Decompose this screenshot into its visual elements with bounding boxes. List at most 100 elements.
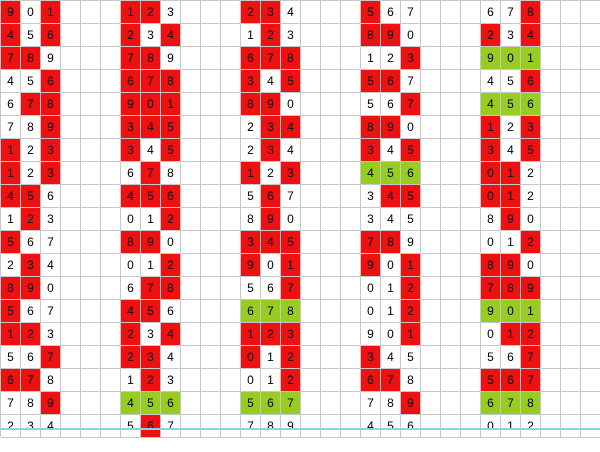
digit-cell: 7 [261, 300, 281, 323]
empty-cell [201, 369, 221, 392]
digit-cell: 1 [241, 323, 261, 346]
empty-cell [321, 208, 341, 231]
digit-cell: 0 [381, 323, 401, 346]
empty-cell [421, 47, 441, 70]
empty-cell [341, 231, 361, 254]
empty-cell [321, 47, 341, 70]
empty-cell [561, 93, 581, 116]
empty-cell [321, 162, 341, 185]
digit-cell: 6 [1, 93, 21, 116]
empty-cell [421, 24, 441, 47]
digit-cell: 3 [41, 323, 61, 346]
digit-cell: 9 [501, 254, 521, 277]
digit-cell: 6 [161, 185, 181, 208]
digit-cell: 3 [281, 24, 301, 47]
empty-cell [221, 24, 241, 47]
digit-cell: 6 [41, 185, 61, 208]
digit-cell: 4 [141, 116, 161, 139]
digit-cell: 4 [261, 70, 281, 93]
digit-cell: 4 [281, 1, 301, 24]
digit-cell: 2 [241, 139, 261, 162]
empty-cell [461, 369, 481, 392]
digit-cell: 8 [521, 392, 541, 415]
digit-cell: 2 [501, 116, 521, 139]
empty-cell [321, 277, 341, 300]
digit-cell: 3 [141, 24, 161, 47]
digit-cell: 2 [161, 208, 181, 231]
empty-cell [581, 415, 600, 438]
empty-cell [181, 323, 201, 346]
empty-cell [561, 369, 581, 392]
empty-cell [181, 116, 201, 139]
digit-cell: 4 [381, 139, 401, 162]
empty-cell [101, 231, 121, 254]
empty-cell [561, 323, 581, 346]
empty-cell [101, 116, 121, 139]
empty-cell [581, 346, 600, 369]
digit-cell: 8 [161, 277, 181, 300]
empty-cell [61, 300, 81, 323]
digit-cell: 8 [481, 208, 501, 231]
digit-cell: 3 [361, 346, 381, 369]
digit-cell: 3 [161, 1, 181, 24]
empty-cell [581, 185, 600, 208]
empty-cell [301, 208, 321, 231]
empty-cell [61, 24, 81, 47]
empty-cell [341, 415, 361, 438]
digit-cell: 9 [361, 254, 381, 277]
empty-cell [581, 277, 600, 300]
digit-cell: 5 [281, 70, 301, 93]
digit-cell: 6 [41, 24, 61, 47]
empty-cell [461, 1, 481, 24]
digit-cell: 6 [241, 300, 261, 323]
digit-cell: 4 [41, 415, 61, 438]
empty-cell [461, 392, 481, 415]
empty-cell [321, 392, 341, 415]
digit-cell: 2 [21, 208, 41, 231]
empty-cell [581, 1, 600, 24]
empty-cell [181, 70, 201, 93]
digit-cell: 3 [261, 139, 281, 162]
empty-cell [321, 415, 341, 438]
empty-cell [81, 185, 101, 208]
empty-cell [461, 47, 481, 70]
digit-cell: 9 [521, 277, 541, 300]
empty-cell [461, 254, 481, 277]
empty-cell [301, 346, 321, 369]
empty-cell [321, 231, 341, 254]
empty-cell [561, 231, 581, 254]
digit-cell: 3 [161, 369, 181, 392]
digit-cell: 7 [401, 93, 421, 116]
empty-cell [221, 346, 241, 369]
digit-cell: 6 [141, 415, 161, 438]
digit-cell: 3 [241, 231, 261, 254]
empty-cell [541, 24, 561, 47]
empty-cell [541, 93, 561, 116]
digit-cell: 7 [361, 231, 381, 254]
empty-cell [181, 231, 201, 254]
empty-cell [421, 1, 441, 24]
digit-cell: 8 [21, 116, 41, 139]
digit-cell: 6 [21, 231, 41, 254]
empty-cell [581, 139, 600, 162]
digit-cell: 9 [481, 47, 501, 70]
empty-cell [221, 47, 241, 70]
digit-cell: 1 [381, 277, 401, 300]
digit-cell: 5 [501, 93, 521, 116]
digit-cell: 2 [241, 116, 261, 139]
empty-cell [81, 231, 101, 254]
empty-cell [81, 139, 101, 162]
digit-cell: 3 [361, 208, 381, 231]
empty-cell [81, 369, 101, 392]
digit-cell: 8 [281, 47, 301, 70]
empty-cell [221, 1, 241, 24]
digit-cell: 5 [401, 208, 421, 231]
empty-cell [101, 139, 121, 162]
empty-cell [461, 346, 481, 369]
digit-cell: 6 [501, 369, 521, 392]
empty-cell [201, 300, 221, 323]
digit-cell: 1 [501, 323, 521, 346]
digit-cell: 2 [521, 231, 541, 254]
digit-cell: 2 [1, 254, 21, 277]
empty-cell [441, 24, 461, 47]
